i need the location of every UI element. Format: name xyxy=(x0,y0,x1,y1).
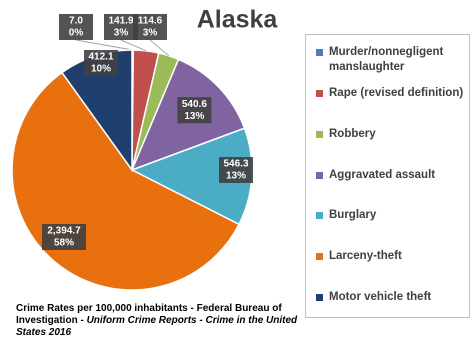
legend-item: Robbery xyxy=(316,127,466,142)
label-box xyxy=(59,14,93,40)
percent-label: 3% xyxy=(114,28,129,39)
label-box xyxy=(104,14,138,40)
source-publication: Uniform Crime Reports - Crime in the Uni… xyxy=(16,315,298,338)
legend-swatch xyxy=(316,253,323,260)
chart-title: Alaska xyxy=(197,6,279,34)
legend-label: Rape (revised definition) xyxy=(329,87,464,99)
leader-line xyxy=(149,39,170,57)
leader-line xyxy=(120,39,147,52)
legend-swatch xyxy=(316,212,323,219)
percent-label: 13% xyxy=(184,111,204,122)
legend-label: Robbery xyxy=(329,128,376,140)
legend-item: Motor vehicle theft xyxy=(316,290,466,305)
legend-item: Rape (revised definition) xyxy=(316,86,466,101)
legend-swatch xyxy=(316,131,323,138)
legend-item: Murder/nonnegligent manslaughter xyxy=(316,45,466,75)
legend-swatch xyxy=(316,90,323,97)
label-box xyxy=(219,157,253,183)
label-box xyxy=(42,224,86,250)
value-label: 141.9 xyxy=(108,16,133,27)
label-box xyxy=(177,97,212,124)
percent-label: 3% xyxy=(143,28,158,39)
percent-label: 58% xyxy=(54,238,74,249)
value-label: 412.1 xyxy=(88,52,113,63)
legend-swatch xyxy=(316,172,323,179)
legend-label: Burglary xyxy=(329,209,377,221)
legend-item: Aggravated assault xyxy=(316,168,466,183)
source-year: 2016 xyxy=(48,327,72,338)
source-note: Crime Rates per 100,000 inhabitants - Fe… xyxy=(16,303,306,339)
legend-label: Aggravated assault xyxy=(329,169,436,181)
value-label: 114.6 xyxy=(138,16,163,27)
label-box xyxy=(133,14,167,40)
value-label: 2,394.7 xyxy=(47,226,81,237)
legend-item: Larceny-theft xyxy=(316,249,466,264)
percent-label: 10% xyxy=(91,64,111,75)
percent-label: 13% xyxy=(226,171,246,182)
source-text: Crime Rates per 100,000 inhabitants - Fe… xyxy=(16,303,282,326)
legend-label: Murder/nonnegligent manslaughter xyxy=(329,46,444,73)
value-label: 7.0 xyxy=(69,16,83,27)
legend-swatch xyxy=(316,49,323,56)
legend-label: Motor vehicle theft xyxy=(329,291,432,303)
leader-line xyxy=(75,39,133,51)
legend-swatch xyxy=(316,294,323,301)
value-label: 540.6 xyxy=(182,99,207,110)
value-label: 546.3 xyxy=(223,159,248,170)
legend-label: Larceny-theft xyxy=(329,250,402,262)
label-box xyxy=(84,50,118,76)
percent-label: 0% xyxy=(69,28,84,39)
legend-item: Burglary xyxy=(316,208,466,223)
legend: Murder/nonnegligent manslaughter Rape (re… xyxy=(305,34,470,318)
